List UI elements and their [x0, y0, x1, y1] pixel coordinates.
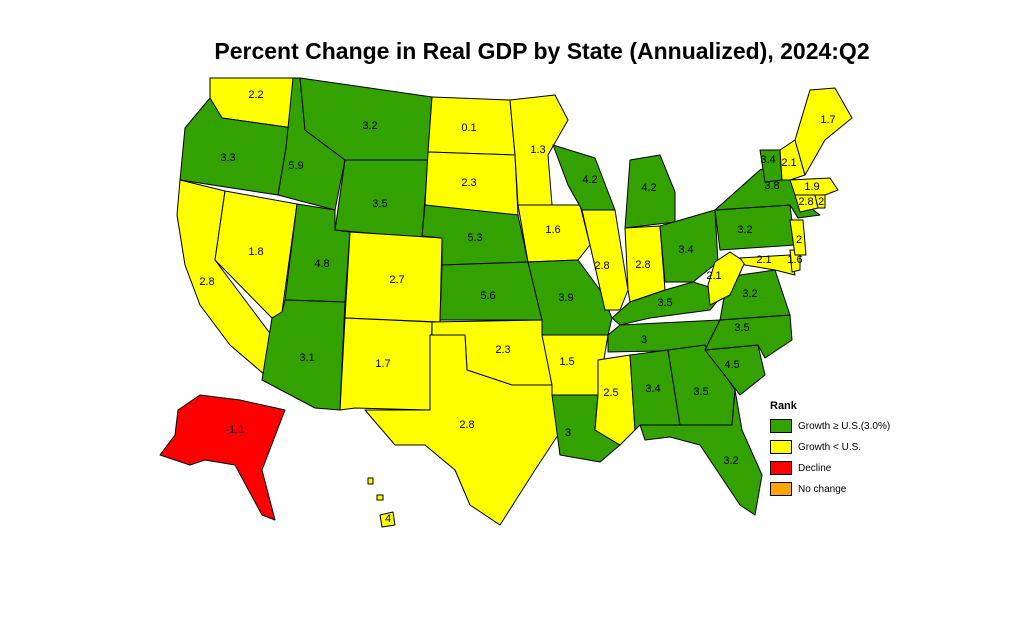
state-value-nv: 1.8: [248, 246, 263, 258]
state-value-la: 3: [565, 427, 571, 439]
states-layer: [159, 77, 853, 528]
state-value-de: 1.6: [787, 254, 802, 266]
state-value-nh: 2.1: [781, 157, 796, 169]
legend-item-decline: Decline: [770, 460, 890, 476]
state-value-nm: 1.7: [375, 358, 390, 370]
state-value-mt: 3.2: [362, 120, 377, 132]
state-value-ky: 3.5: [657, 297, 672, 309]
state-value-ak: -1.1: [226, 424, 245, 436]
state-fl: [639, 389, 763, 516]
state-value-ms: 2.5: [603, 387, 618, 399]
legend: Rank Growth ≥ U.S.(3.0%) Growth < U.S. D…: [770, 400, 890, 502]
state-il: [581, 209, 629, 311]
state-value-vt: 3.4: [760, 154, 775, 166]
state-value-tx: 2.8: [459, 419, 474, 431]
state-value-ok: 2.3: [495, 344, 510, 356]
state-ms: [594, 354, 636, 446]
state-ak: [159, 394, 286, 521]
state-value-hi: 4: [385, 513, 391, 525]
state-value-ut: 4.8: [314, 258, 329, 270]
state-value-ca: 2.8: [199, 276, 214, 288]
state-value-ar: 1.5: [559, 356, 574, 368]
state-value-ga: 3.5: [693, 386, 708, 398]
legend-label: Growth < U.S.: [798, 441, 862, 453]
state-az: [261, 299, 346, 411]
state-mi: [624, 154, 676, 229]
state-value-wi: 4.2: [582, 174, 597, 186]
state-value-ia: 1.6: [545, 224, 560, 236]
state-value-pa: 3.2: [737, 224, 752, 236]
state-ia: [517, 204, 591, 263]
state-value-ct: 2.8: [798, 196, 813, 208]
state-value-co: 2.7: [389, 274, 404, 286]
state-pa: [714, 204, 796, 251]
state-value-wa: 2.2: [248, 89, 263, 101]
state-value-nd: 0.1: [461, 122, 476, 134]
state-value-sd: 2.3: [461, 177, 476, 189]
legend-title: Rank: [770, 400, 797, 412]
legend-swatch: [770, 482, 792, 496]
state-md: [739, 254, 796, 276]
state-value-sc: 4.5: [724, 359, 739, 371]
state-nj: [789, 219, 807, 256]
legend-label: Growth ≥ U.S.(3.0%): [798, 420, 891, 432]
state-value-or: 3.3: [220, 152, 235, 164]
state-ma: [789, 177, 839, 196]
labels-layer: 2.2 3.3 2.8 1.8 5.9 3.2 3.5 4.8 3.1 2.7 1.7 0.1 2.3 5…: [199, 89, 835, 525]
state-value-md: 2.1: [756, 254, 771, 266]
state-value-nc: 3.5: [734, 322, 749, 334]
state-value-ny: 3.8: [764, 180, 779, 192]
state-value-oh: 3.4: [678, 244, 693, 256]
state-oh: [659, 209, 719, 283]
state-mo: [527, 259, 613, 336]
state-value-il: 2.8: [594, 260, 609, 272]
state-value-nj: 2: [796, 234, 802, 246]
legend-swatch: [770, 440, 792, 454]
state-value-wy: 3.5: [372, 198, 387, 210]
state-value-az: 3.1: [299, 352, 314, 364]
state-me: [794, 87, 853, 176]
state-value-ma: 1.9: [804, 181, 819, 193]
state-value-ri: 2: [818, 196, 824, 208]
state-value-fl: 3.2: [723, 455, 738, 467]
state-value-me: 1.7: [820, 114, 835, 126]
state-value-mn: 1.3: [530, 144, 545, 156]
state-value-in: 2.8: [635, 259, 650, 271]
state-mn: [509, 94, 569, 206]
legend-label: No change: [798, 483, 847, 495]
legend-swatch: [770, 461, 792, 475]
state-value-tn: 3: [641, 334, 647, 346]
state-nh: [779, 139, 806, 181]
state-value-mo: 3.9: [558, 292, 573, 304]
legend-item-growth-above: Growth ≥ U.S.(3.0%): [770, 418, 890, 434]
map-title: Percent Change in Real GDP by State (Ann…: [214, 38, 870, 64]
legend-swatch: [770, 419, 792, 433]
state-value-wv: 2.1: [706, 270, 721, 282]
legend-item-no-change: No change: [770, 481, 890, 497]
state-tx: [364, 334, 559, 526]
state-nm: [339, 317, 433, 411]
state-value-va: 3.2: [742, 288, 757, 300]
legend-label: Decline: [798, 462, 832, 474]
state-value-ks: 5.6: [480, 290, 495, 302]
state-value-ne: 5.3: [467, 232, 482, 244]
legend-item-growth-below: Growth < U.S.: [770, 439, 890, 455]
state-wv: [707, 251, 746, 306]
state-value-mi: 4.2: [641, 182, 656, 194]
state-value-al: 3.4: [645, 383, 660, 395]
state-hi: [367, 477, 396, 528]
state-value-id: 5.9: [288, 160, 303, 172]
